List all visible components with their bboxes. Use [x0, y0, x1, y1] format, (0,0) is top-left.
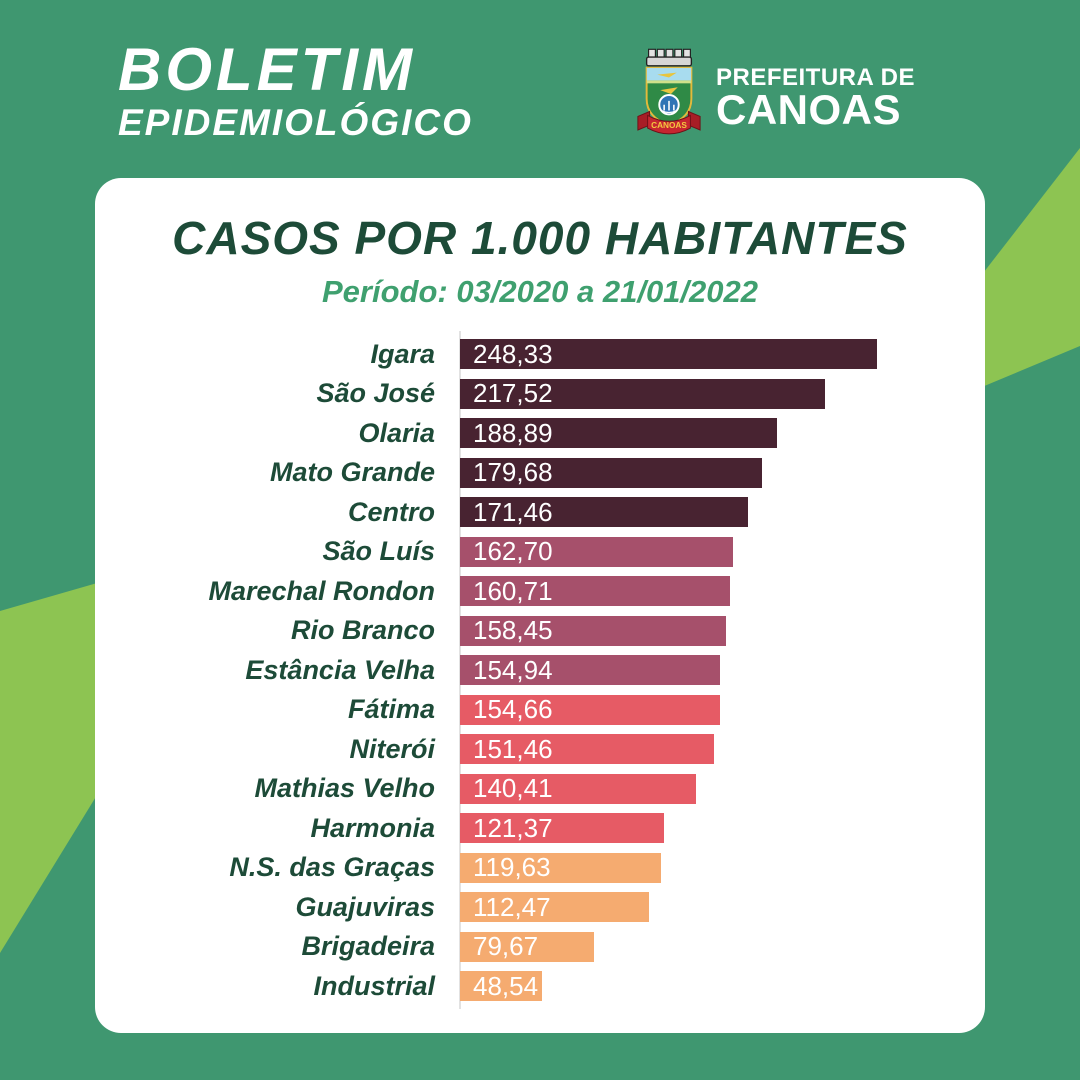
- chart-subtitle: Período: 03/2020 a 21/01/2022: [321, 274, 758, 310]
- chart-row: Mato Grande 179,68: [95, 457, 985, 488]
- value-bar: 217,52: [460, 378, 826, 409]
- value-label: 48,54: [473, 970, 539, 1001]
- category-label: São Luís: [322, 536, 435, 566]
- value-bar: 154,94: [460, 654, 721, 685]
- chart-card: CASOS POR 1.000 HABITANTES Período: 03/2…: [95, 178, 985, 1033]
- value-label: 121,37: [473, 812, 553, 843]
- chart-row: São José 217,52: [95, 378, 985, 409]
- bar-chart: Igara 248,33 São José 217,52 Olaria 188,89 Mat…: [95, 331, 985, 1009]
- value-bar: 160,71: [460, 576, 730, 606]
- ribbon: CANOAS: [637, 110, 701, 135]
- value-bar: 162,70: [460, 536, 734, 567]
- category-label: São José: [316, 378, 435, 408]
- chart-row: Olaria 188,89: [95, 418, 985, 448]
- value-label: 79,67: [473, 931, 539, 961]
- ribbon-text: CANOAS: [651, 121, 687, 130]
- value-bar: 112,47: [460, 892, 649, 922]
- category-label: Brigadeira: [301, 931, 435, 961]
- value-label: 154,94: [473, 654, 553, 685]
- value-label: 154,66: [473, 694, 553, 724]
- bulletin-title-line2: EPIDEMIOLÓGICO: [118, 102, 473, 143]
- value-label: 112,47: [473, 891, 551, 922]
- bulletin-title: BOLETIM EPIDEMIOLÓGICO: [118, 40, 473, 144]
- prefeitura-brand-text: PREFEITURA DE CANOAS: [716, 64, 915, 133]
- value-bar: 140,41: [460, 773, 696, 804]
- category-label: Niterói: [349, 733, 435, 764]
- chart-row: N.S. das Graças 119,63: [95, 852, 985, 883]
- chart-title: CASOS POR 1.000 HABITANTES: [172, 212, 908, 264]
- value-label: 140,41: [473, 773, 553, 803]
- value-label: 119,63: [473, 852, 551, 882]
- bulletin-title-line1: BOLETIM: [118, 36, 416, 103]
- chart-row: Fátima 154,66: [95, 694, 985, 725]
- category-label: Centro: [348, 496, 435, 527]
- category-label: N.S. das Graças: [229, 852, 435, 882]
- value-bar: 188,89: [460, 417, 778, 448]
- category-label: Marechal Rondon: [208, 575, 435, 606]
- value-label: 162,70: [473, 536, 553, 566]
- category-label: Estância Velha: [245, 654, 435, 685]
- chart-row: Guajuviras 112,47: [95, 892, 985, 922]
- category-label: Guajuviras: [295, 891, 435, 922]
- value-bar: 154,66: [460, 694, 720, 725]
- value-bar: 121,37: [460, 813, 664, 843]
- value-bar: 119,63: [460, 852, 661, 883]
- value-label: 158,45: [473, 615, 553, 645]
- category-label: Igara: [370, 338, 435, 369]
- value-bar: 179,68: [460, 457, 762, 488]
- value-bar: 48,54: [460, 971, 542, 1001]
- category-label: Rio Branco: [290, 615, 435, 645]
- value-bar: 171,46: [460, 497, 748, 527]
- chart-row: Brigadeira 79,67: [95, 931, 985, 962]
- value-label: 188,89: [473, 417, 553, 448]
- chart-row: Niterói 151,46: [95, 734, 985, 764]
- mural-crown: [645, 48, 693, 67]
- category-label: Fátima: [347, 694, 435, 724]
- prefeitura-line1: PREFEITURA DE: [716, 64, 915, 91]
- chart-row: Mathias Velho 140,41: [95, 773, 985, 804]
- value-label: 248,33: [473, 338, 553, 369]
- value-bar: 158,45: [460, 615, 727, 646]
- category-label: Olaria: [358, 417, 435, 448]
- chart-row: Industrial 48,54: [95, 971, 985, 1001]
- chart-row: Estância Velha 154,94: [95, 655, 985, 685]
- chart-row: Marechal Rondon 160,71: [95, 576, 985, 606]
- value-label: 171,46: [473, 496, 553, 527]
- prefeitura-line2: CANOAS: [716, 86, 902, 133]
- value-label: 179,68: [473, 457, 553, 487]
- category-label: Industrial: [313, 970, 435, 1001]
- value-bar: 248,33: [460, 339, 877, 369]
- chart-row: Centro 171,46: [95, 497, 985, 527]
- chart-row: Harmonia 121,37: [95, 813, 985, 843]
- category-label: Mato Grande: [269, 457, 435, 487]
- chart-row: Igara 248,33: [95, 339, 985, 369]
- canoas-coat-of-arms-icon: CANOAS: [637, 48, 701, 135]
- value-label: 217,52: [473, 378, 553, 408]
- value-bar: 151,46: [460, 733, 715, 764]
- chart-row: São Luís 162,70: [95, 536, 985, 567]
- category-label: Harmonia: [310, 812, 435, 843]
- prefeitura-brand: CANOAS PREFEITURA DE CANOAS: [634, 40, 915, 150]
- value-label: 160,71: [473, 575, 553, 606]
- value-label: 151,46: [473, 733, 553, 764]
- chart-row: Rio Branco 158,45: [95, 615, 985, 646]
- value-bar: 79,67: [460, 931, 594, 962]
- category-label: Mathias Velho: [254, 773, 435, 803]
